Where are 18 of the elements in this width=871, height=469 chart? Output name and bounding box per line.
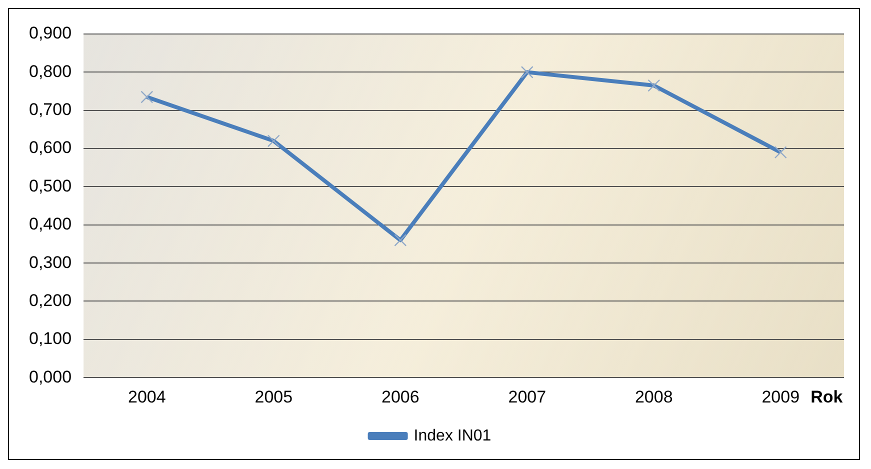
y-tick-label: 0,300 [28,252,72,272]
y-tick-label: 0,800 [28,62,72,81]
y-tick-label: 0,600 [28,138,72,158]
legend-label: Index IN01 [414,427,492,444]
y-tick-label: 0,400 [28,214,72,234]
x-tick-label: 2004 [128,387,166,406]
y-tick-label: 0,100 [28,329,72,348]
x-axis-title: Rok [810,387,844,406]
y-tick-label: 0,900 [28,24,72,43]
x-tick-label: 2009 [762,387,800,406]
y-tick-label: 0,000 [28,367,72,386]
y-tick-label: 0,500 [28,176,72,196]
y-tick-label: 0,700 [28,100,72,120]
y-tick-label: 0,200 [28,290,72,310]
x-tick-label: 2007 [508,387,546,406]
x-tick-label: 2005 [254,387,293,406]
x-tick-label: 2008 [634,387,673,406]
x-tick-label: 2006 [381,387,420,406]
